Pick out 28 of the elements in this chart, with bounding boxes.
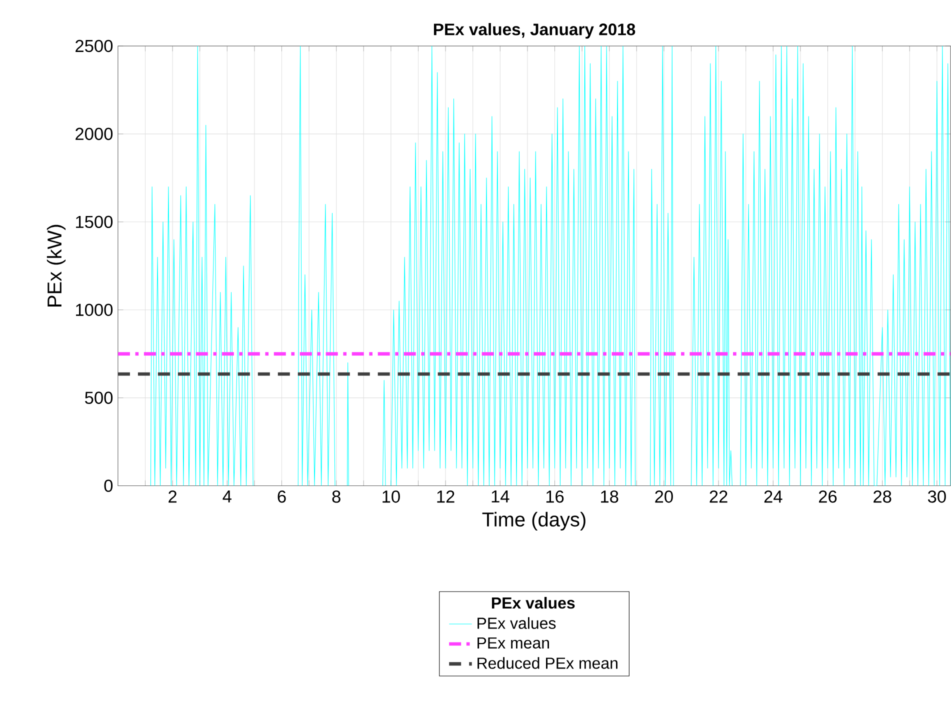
- legend-title: PEx values: [492, 597, 575, 609]
- chart-title: PEx values, January 2018: [434, 23, 636, 39]
- x-tick-label: 12: [437, 490, 454, 503]
- y-axis-title: PEx (kW): [46, 225, 66, 307]
- x-tick-label: 8: [332, 490, 340, 503]
- x-tick-label: 30: [928, 490, 946, 503]
- x-tick-label: 4: [222, 490, 232, 503]
- y-tick-label: 2500: [76, 40, 113, 52]
- x-tick-label: 28: [874, 490, 892, 503]
- legend-label: Reduced PEx mean: [478, 657, 618, 669]
- x-tick-label: 20: [655, 490, 673, 503]
- x-tick-label: 14: [492, 490, 510, 503]
- y-tick-label: 1000: [76, 304, 113, 316]
- x-tick-label: 18: [601, 490, 618, 503]
- y-tick-label: 500: [85, 392, 113, 404]
- legend-label: PEx mean: [478, 638, 549, 649]
- y-tick-label: 2000: [76, 128, 113, 140]
- x-tick-label: 6: [278, 490, 286, 503]
- x-tick-label: 2: [168, 490, 176, 503]
- x-tick-label: 22: [710, 490, 728, 503]
- x-tick-label: 26: [818, 490, 837, 503]
- y-tick-label: 0: [104, 480, 113, 492]
- x-tick-label: 24: [764, 490, 782, 503]
- x-tick-label: 16: [546, 490, 564, 503]
- legend-label: PEx values: [478, 617, 556, 630]
- x-axis-title: Time (days): [482, 512, 586, 531]
- y-tick-label: 1500: [76, 216, 113, 228]
- x-tick-label: 10: [382, 490, 400, 503]
